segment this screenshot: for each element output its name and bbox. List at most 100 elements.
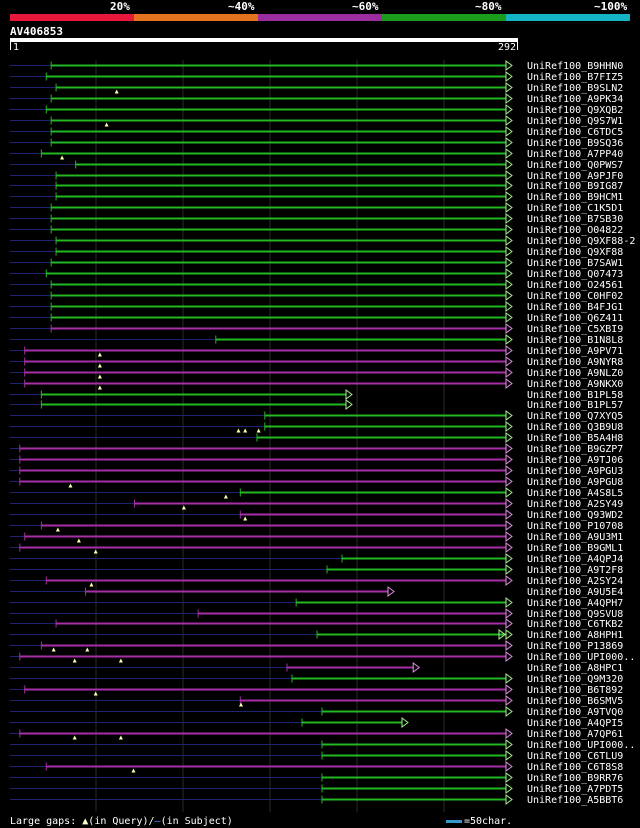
hit-label[interactable]: UniRef100_A9U3M1 bbox=[527, 532, 623, 543]
hit-label[interactable]: UniRef100_A5BBT6 bbox=[527, 795, 623, 806]
hit-label[interactable]: UniRef100_B9GZP7 bbox=[527, 444, 623, 455]
hit-label[interactable]: UniRef100_B7SB30 bbox=[527, 214, 623, 225]
hit-label[interactable]: UniRef100_A4QPJ4 bbox=[527, 554, 623, 565]
hit-label[interactable]: UniRef100_B9SQ36 bbox=[527, 138, 623, 149]
hit-arrow-icon bbox=[505, 268, 513, 279]
hit-label[interactable]: UniRef100_B1PL58 bbox=[527, 390, 623, 401]
gap-marker-icon bbox=[97, 374, 102, 379]
hit-arrow-icon bbox=[505, 246, 513, 257]
hit-label[interactable]: UniRef100_Q9XF88-2 bbox=[527, 236, 635, 247]
hit-arrow-icon bbox=[505, 608, 513, 619]
hit-label[interactable]: UniRef100_A7PP40 bbox=[527, 149, 623, 160]
hit-label[interactable]: UniRef100_A7PDT5 bbox=[527, 784, 623, 795]
hit-label[interactable]: UniRef100_A4QPI5 bbox=[527, 718, 623, 729]
hit-label[interactable]: UniRef100_B4FJG1 bbox=[527, 302, 623, 313]
hit-label[interactable]: UniRef100_B9HHN0 bbox=[527, 61, 623, 72]
hit-label[interactable]: UniRef100_P10708 bbox=[527, 521, 623, 532]
hit-label[interactable]: UniRef100_B1N8L8 bbox=[527, 335, 623, 346]
hit-label[interactable]: UniRef100_B9HCM1 bbox=[527, 192, 623, 203]
hit-label[interactable]: UniRef100_A8HPH1 bbox=[527, 630, 623, 641]
scale-legend: =50char. bbox=[446, 815, 512, 828]
hit-label[interactable]: UniRef100_A4QPH7 bbox=[527, 598, 623, 609]
hit-label[interactable]: UniRef100_Q9SVU8 bbox=[527, 609, 623, 620]
hit-label[interactable]: UniRef100_A2SY24 bbox=[527, 576, 623, 587]
hit-label[interactable]: UniRef100_UPI000.. bbox=[527, 740, 635, 751]
hit-label[interactable]: UniRef100_Q93WD2 bbox=[527, 510, 623, 521]
gap-marker-icon bbox=[76, 538, 81, 543]
legend-bar-80 bbox=[382, 14, 506, 21]
hit-label[interactable]: UniRef100_Q6Z411 bbox=[527, 313, 623, 324]
gap-marker-icon bbox=[97, 385, 102, 390]
hit-label[interactable]: UniRef100_A9T2F8 bbox=[527, 565, 623, 576]
hit-arrow-icon bbox=[505, 148, 513, 159]
gap-marker-icon bbox=[236, 428, 241, 433]
hit-label[interactable]: UniRef100_B9RR76 bbox=[527, 773, 623, 784]
hit-label[interactable]: UniRef100_O04822 bbox=[527, 225, 623, 236]
hit-label[interactable]: UniRef100_C6T8S8 bbox=[527, 762, 623, 773]
gap-marker-icon bbox=[118, 735, 123, 740]
hit-label[interactable]: UniRef100_UPI000.. bbox=[527, 652, 635, 663]
hit-label[interactable]: UniRef100_P13869 bbox=[527, 641, 623, 652]
hit-arrow-icon bbox=[505, 421, 513, 432]
hit-label[interactable]: UniRef100_Q9XF88 bbox=[527, 247, 623, 258]
legend-bar-20 bbox=[10, 14, 134, 21]
gap-legend-subject: (in Subject) bbox=[160, 816, 233, 827]
hit-label[interactable]: UniRef100_Q9M320 bbox=[527, 674, 623, 685]
hit-label[interactable]: UniRef100_Q3B9U8 bbox=[527, 422, 623, 433]
hit-label[interactable]: UniRef100_O24561 bbox=[527, 280, 623, 291]
hit-label[interactable]: UniRef100_Q9XQB2 bbox=[527, 105, 623, 116]
hit-label[interactable]: UniRef100_Q0PWS7 bbox=[527, 160, 623, 171]
hit-label[interactable]: UniRef100_Q9S7W1 bbox=[527, 116, 623, 127]
hit-label[interactable]: UniRef100_A9PV71 bbox=[527, 346, 623, 357]
hit-label[interactable]: UniRef100_A9PGU3 bbox=[527, 466, 623, 477]
hit-label[interactable]: UniRef100_Q7XYQ5 bbox=[527, 411, 623, 422]
hit-label[interactable]: UniRef100_A8HPC1 bbox=[527, 663, 623, 674]
hit-arrow-icon bbox=[505, 257, 513, 268]
hit-label[interactable]: UniRef100_C0HF02 bbox=[527, 291, 623, 302]
query-id[interactable]: AV406853 bbox=[10, 25, 63, 38]
hit-label[interactable]: UniRef100_C1K5D1 bbox=[527, 203, 623, 214]
hit-label[interactable]: UniRef100_C6TDC5 bbox=[527, 127, 623, 138]
hit-label[interactable]: UniRef100_B6SMV5 bbox=[527, 696, 623, 707]
hit-label[interactable]: UniRef100_B7FIZ5 bbox=[527, 72, 623, 83]
hit-label[interactable]: UniRef100_A9PK34 bbox=[527, 94, 623, 105]
hit-arrow-icon bbox=[505, 279, 513, 290]
gap-legend-query: (in Query)/ bbox=[88, 816, 155, 827]
hit-label[interactable]: UniRef100_B5A4H8 bbox=[527, 433, 623, 444]
hit-arrow-icon bbox=[505, 476, 513, 487]
legend-label-40: ~40% bbox=[228, 0, 255, 13]
hit-label[interactable]: UniRef100_A9PJF0 bbox=[527, 171, 623, 182]
hit-label[interactable]: UniRef100_C5XBI9 bbox=[527, 324, 623, 335]
hit-arrow-icon bbox=[505, 213, 513, 224]
hit-label[interactable]: UniRef100_B7SAW1 bbox=[527, 258, 623, 269]
hit-label[interactable]: UniRef100_A9NLZ0 bbox=[527, 368, 623, 379]
scale-bar-icon bbox=[446, 819, 462, 823]
hit-arrow-icon bbox=[505, 454, 513, 465]
hit-label[interactable]: UniRef100_A9NYR8 bbox=[527, 357, 623, 368]
hit-arrow-icon bbox=[505, 487, 513, 498]
hit-arrow-icon bbox=[505, 629, 513, 640]
hit-label[interactable]: UniRef100_B9GML1 bbox=[527, 543, 623, 554]
hit-label[interactable]: UniRef100_A9PGU8 bbox=[527, 477, 623, 488]
hit-label[interactable]: UniRef100_A9TJ06 bbox=[527, 455, 623, 466]
gap-marker-icon bbox=[104, 122, 109, 127]
hit-label[interactable]: UniRef100_A2SY49 bbox=[527, 499, 623, 510]
hit-label[interactable]: UniRef100_B1PL57 bbox=[527, 400, 623, 411]
hit-label[interactable]: UniRef100_C6TKB2 bbox=[527, 619, 623, 630]
hit-arrow-icon bbox=[505, 170, 513, 181]
hit-arrow-icon bbox=[505, 728, 513, 739]
gap-marker-icon bbox=[181, 505, 186, 510]
hit-label[interactable]: UniRef100_B6T892 bbox=[527, 685, 623, 696]
hit-label[interactable]: UniRef100_C6TLU9 bbox=[527, 751, 623, 762]
hit-label[interactable]: UniRef100_B9IG87 bbox=[527, 181, 623, 192]
gap-marker-icon bbox=[243, 428, 248, 433]
hit-label[interactable]: UniRef100_A4S8L5 bbox=[527, 488, 623, 499]
hit-label[interactable]: UniRef100_A9NKX0 bbox=[527, 379, 623, 390]
hit-arrow-icon bbox=[505, 323, 513, 334]
hit-label[interactable]: UniRef100_A9TVQ0 bbox=[527, 707, 623, 718]
hit-label[interactable]: UniRef100_B9SLN2 bbox=[527, 83, 623, 94]
hit-label[interactable]: UniRef100_Q07473 bbox=[527, 269, 623, 280]
hit-arrow-icon bbox=[505, 432, 513, 443]
hit-label[interactable]: UniRef100_A9U5E4 bbox=[527, 587, 623, 598]
hit-label[interactable]: UniRef100_A7QP61 bbox=[527, 729, 623, 740]
